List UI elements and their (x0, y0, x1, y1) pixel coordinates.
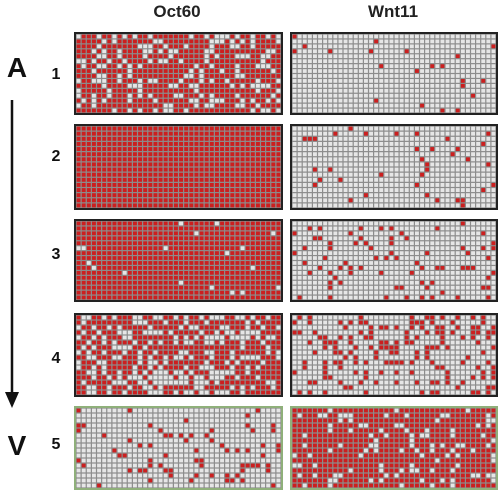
panel-wnt11-row5 (290, 406, 498, 490)
panel-wnt11-row3 (290, 219, 498, 302)
panel-wnt11-row4 (290, 313, 498, 397)
axis-label-ventral: V (7, 430, 27, 461)
row-label-4: 4 (51, 350, 61, 367)
column-header-wnt11: Wnt11 (367, 2, 419, 21)
panel-oct60-row3 (74, 219, 283, 302)
panel-wnt11-row1 (290, 32, 498, 115)
row-label-5: 5 (51, 436, 61, 453)
column-header-oct60: Oct60 (153, 2, 201, 21)
row-label-3: 3 (51, 246, 61, 263)
panel-oct60-row5 (74, 406, 283, 490)
row-label-1: 1 (51, 66, 61, 83)
panel-oct60-row2 (74, 124, 283, 210)
panel-oct60-row4 (74, 313, 283, 397)
panel-wnt11-row2 (290, 124, 498, 210)
row-label-2: 2 (51, 148, 61, 165)
axis-label-anterior: A (6, 52, 28, 83)
panel-oct60-row1 (74, 32, 283, 115)
axis-arrow (5, 100, 19, 408)
